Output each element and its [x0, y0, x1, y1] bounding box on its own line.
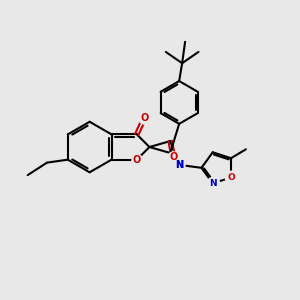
Text: O: O [169, 152, 177, 162]
Text: O: O [140, 113, 148, 123]
Text: O: O [227, 173, 235, 182]
Text: N: N [175, 160, 183, 170]
Text: O: O [133, 155, 141, 165]
Text: N: N [209, 179, 217, 188]
Text: N: N [175, 160, 183, 170]
